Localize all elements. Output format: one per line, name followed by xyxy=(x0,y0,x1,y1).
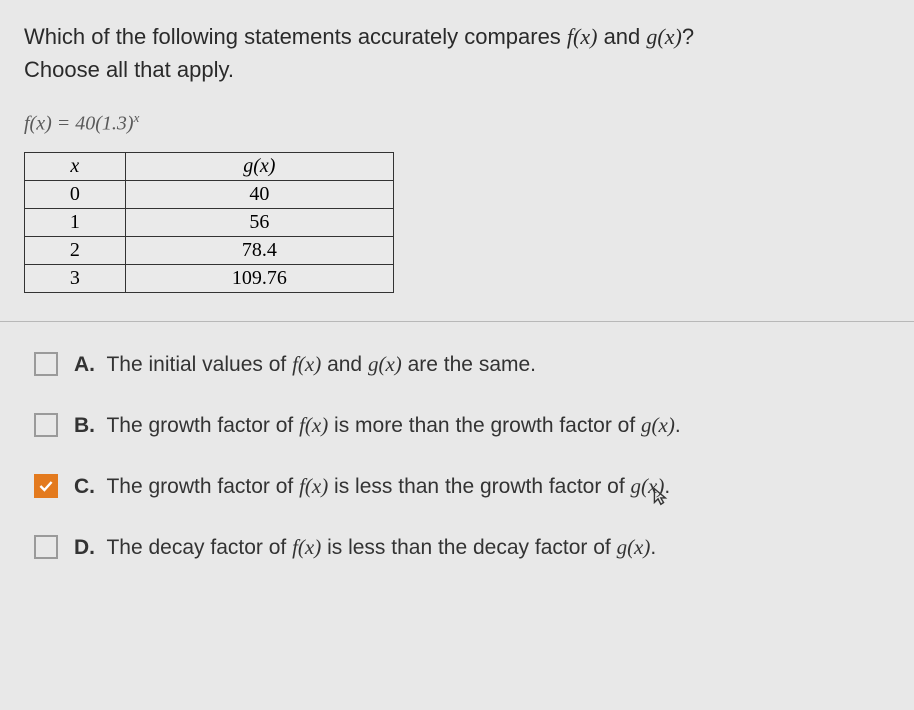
answer-mid: is more than the growth factor of xyxy=(328,414,641,437)
table-header-x: x xyxy=(25,152,126,180)
check-icon xyxy=(38,478,54,494)
table-cell: 2 xyxy=(25,236,126,264)
answer-pre: The growth factor of xyxy=(106,414,299,437)
table-header-gx: g(x) xyxy=(125,152,393,180)
fx-expr: f(x) xyxy=(292,352,321,376)
answer-post: are the same. xyxy=(402,353,536,376)
answer-pre: The growth factor of xyxy=(106,475,299,498)
fx-expr: f(x) xyxy=(299,413,328,437)
table-cell: 0 xyxy=(25,180,126,208)
answer-text: A. The initial values of f(x) and g(x) a… xyxy=(74,352,536,377)
question-and: and xyxy=(597,24,646,49)
checkbox-b[interactable] xyxy=(34,413,58,437)
answer-text: B. The growth factor of f(x) is more tha… xyxy=(74,413,681,438)
question-text: Which of the following statements accura… xyxy=(0,0,914,96)
table-cell: 3 xyxy=(25,264,126,292)
answer-text: D. The decay factor of f(x) is less than… xyxy=(74,535,656,560)
answer-pre: The initial values of xyxy=(106,353,292,376)
gx-table-wrap: x g(x) 0 40 1 56 2 78.4 3 109.76 xyxy=(0,152,914,311)
table-cell: 56 xyxy=(125,208,393,236)
answer-option-a[interactable]: A. The initial values of f(x) and g(x) a… xyxy=(34,352,880,377)
answer-pre: The decay factor of xyxy=(106,536,292,559)
gx-expr: g(x) xyxy=(641,413,675,437)
answer-option-d[interactable]: D. The decay factor of f(x) is less than… xyxy=(34,535,880,560)
formula: f(x) = 40(1.3)x xyxy=(0,96,914,152)
gx-expr: g(x) xyxy=(368,352,402,376)
answer-letter: A. xyxy=(74,353,95,376)
table-row: 1 56 xyxy=(25,208,394,236)
fx-expr: f(x) xyxy=(567,24,598,49)
gx-table: x g(x) 0 40 1 56 2 78.4 3 109.76 xyxy=(24,152,394,293)
question-line2: Choose all that apply. xyxy=(24,57,234,82)
answer-mid: is less than the decay factor of xyxy=(321,536,616,559)
answer-text: C. The growth factor of f(x) is less tha… xyxy=(74,474,670,499)
table-row: 3 109.76 xyxy=(25,264,394,292)
gx-expr: g(x) xyxy=(617,535,651,559)
table-cell: 1 xyxy=(25,208,126,236)
table-row: x g(x) xyxy=(25,152,394,180)
answer-letter: B. xyxy=(74,414,95,437)
answer-option-c[interactable]: C. The growth factor of f(x) is less tha… xyxy=(34,474,880,499)
answer-post: . xyxy=(650,536,656,559)
answer-post: . xyxy=(675,414,681,437)
answer-mid: and xyxy=(321,353,368,376)
fx-expr: f(x) xyxy=(299,474,328,498)
formula-lhs: f(x) = 40(1.3) xyxy=(24,113,134,135)
table-row: 2 78.4 xyxy=(25,236,394,264)
checkbox-c[interactable] xyxy=(34,474,58,498)
answer-letter: D. xyxy=(74,536,95,559)
table-cell: 109.76 xyxy=(125,264,393,292)
cursor-icon xyxy=(648,486,670,508)
question-pre: Which of the following statements accura… xyxy=(24,24,567,49)
fx-expr: f(x) xyxy=(292,535,321,559)
answer-letter: C. xyxy=(74,475,95,498)
answers-container: A. The initial values of f(x) and g(x) a… xyxy=(0,352,914,560)
answer-mid: is less than the growth factor of xyxy=(328,475,630,498)
table-cell: 78.4 xyxy=(125,236,393,264)
gx-expr: g(x) xyxy=(646,24,681,49)
divider xyxy=(0,321,914,322)
table-cell: 40 xyxy=(125,180,393,208)
checkbox-d[interactable] xyxy=(34,535,58,559)
checkbox-a[interactable] xyxy=(34,352,58,376)
formula-exp: x xyxy=(134,110,140,125)
table-row: 0 40 xyxy=(25,180,394,208)
answer-option-b[interactable]: B. The growth factor of f(x) is more tha… xyxy=(34,413,880,438)
question-post: ? xyxy=(682,24,694,49)
